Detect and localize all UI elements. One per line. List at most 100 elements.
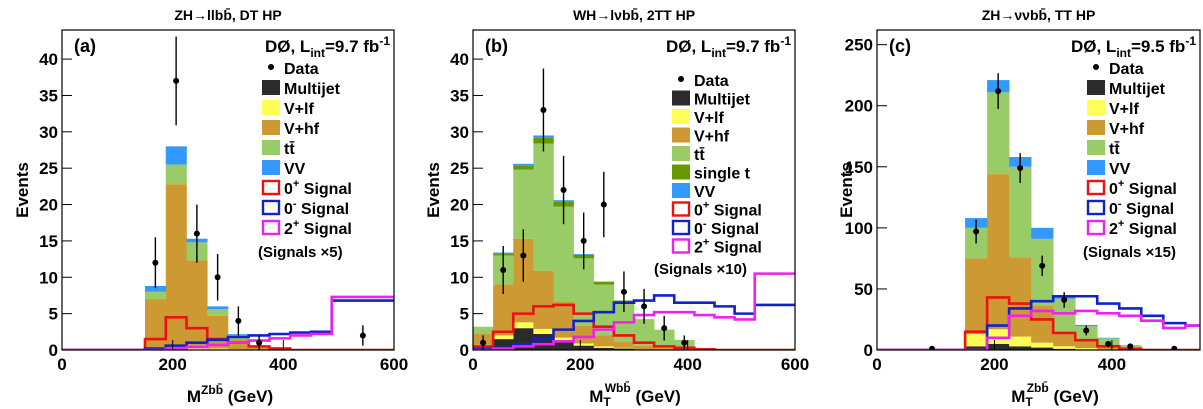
legend-label-sup: + xyxy=(293,218,299,230)
xlabel-sub: T xyxy=(603,395,611,409)
panel-label: (b) xyxy=(485,36,508,56)
y-tick-label: 30 xyxy=(39,123,58,142)
legend-swatch-tt xyxy=(1087,140,1105,155)
legend-marker-data xyxy=(678,76,684,82)
xlabel-main: M xyxy=(589,387,603,406)
legend-swatch-0Signal xyxy=(671,201,691,217)
bar-Vlf-7 xyxy=(1031,342,1054,348)
bar-Multijet-7 xyxy=(1031,347,1054,350)
x-tick-label: 400 xyxy=(1098,355,1126,374)
chart-title: ZH→llbb̄, DT HP xyxy=(174,6,281,23)
legend-signal-scale-note: (Signals ×15) xyxy=(1083,244,1176,261)
data-point-3 xyxy=(560,187,567,193)
bar-Vhf-3 xyxy=(533,270,554,329)
legend-label-main: 0 xyxy=(1109,181,1118,198)
xlabel-unit: (GeV) xyxy=(223,387,273,406)
plot-frame xyxy=(472,29,796,351)
bar-Multijet-3 xyxy=(533,334,554,350)
x-axis-label: MZbb̄ (GeV) xyxy=(187,383,273,406)
y-tick-label: 30 xyxy=(450,123,469,142)
legend-swatch-0Signal xyxy=(1086,199,1106,216)
legend-marker-data xyxy=(1093,64,1099,70)
legend-label: 0- Signal xyxy=(694,218,759,238)
y-tick-label: 250 xyxy=(845,36,873,55)
bar-Vhf-9 xyxy=(654,347,675,350)
lumi-sup: -1 xyxy=(379,34,390,48)
legend-label: VV xyxy=(694,184,716,201)
legend-swatch-Multijet xyxy=(672,90,690,106)
y-tick-label: 5 xyxy=(49,305,58,324)
data-point-5 xyxy=(1061,296,1068,303)
data-point-1 xyxy=(520,252,527,259)
bar-Vhf-6 xyxy=(1009,257,1032,337)
bar-Vhf-7 xyxy=(1031,306,1054,343)
legend-label-main: 2 xyxy=(284,221,293,238)
lumi-text: DØ, L xyxy=(666,37,711,56)
data-point-4 xyxy=(1039,262,1046,269)
bar-Vlf-6 xyxy=(186,347,208,350)
data-point-9 xyxy=(681,339,688,346)
bar-Vhf-4 xyxy=(553,301,574,338)
data-point-6 xyxy=(359,332,366,339)
legend-label: Data xyxy=(694,73,729,90)
lumi-label: DØ, Lint=9.7 fb-1 xyxy=(265,34,390,60)
x-tick-label: 200 xyxy=(158,355,186,374)
x-tick-label: 200 xyxy=(980,355,1008,374)
y-axis-label: Events xyxy=(424,162,443,218)
legend-label-sup: + xyxy=(1118,178,1124,190)
lumi-text: DØ, L xyxy=(1071,37,1116,56)
bar-Vhf-5 xyxy=(165,184,187,348)
legend-label: V+hf xyxy=(694,129,730,146)
legend-swatch-Vhf xyxy=(672,127,690,143)
legend-swatch-0Signal xyxy=(1086,179,1106,196)
legend-label: Multijet xyxy=(284,81,341,98)
legend-label-sup: + xyxy=(703,237,709,249)
legend-label: V+hf xyxy=(1109,121,1145,138)
bar-Vlf-2 xyxy=(513,322,534,329)
legend-label-rest: Signal xyxy=(299,221,351,238)
lumi-sup: -1 xyxy=(1185,34,1196,48)
legend-label: single t xyxy=(694,166,751,183)
bar-tt-5 xyxy=(573,258,595,326)
bar-VV-4 xyxy=(145,286,167,292)
data-point-5 xyxy=(256,339,263,346)
data-point-5 xyxy=(600,201,607,208)
signal-line-2Signal xyxy=(473,272,795,350)
y-tick-label: 15 xyxy=(39,232,58,251)
legend-label: tt̄ xyxy=(284,140,295,158)
legend-swatch-VV xyxy=(672,183,690,198)
legend-swatch-Vlf xyxy=(672,109,690,124)
bar-Vhf-5 xyxy=(573,325,595,344)
xlabel-main: M xyxy=(1011,387,1025,406)
xlabel-sub: T xyxy=(1025,395,1033,409)
bar-Multijet-1 xyxy=(493,339,514,350)
x-tick-label: 600 xyxy=(380,355,408,374)
legend-label: tt̄ xyxy=(694,146,705,164)
legend-label-main: 0 xyxy=(694,221,703,238)
lumi-value: =9.7 fb xyxy=(726,37,780,56)
bar-tt-5 xyxy=(165,164,187,185)
plot-area xyxy=(62,36,394,350)
plot-frame xyxy=(876,29,1201,351)
y-tick-label: 0 xyxy=(49,341,58,360)
legend-swatch-Vhf xyxy=(262,120,280,135)
lumi-sup: -1 xyxy=(780,34,791,48)
legend-label: V+lf xyxy=(694,110,724,127)
bar-Vlf-6 xyxy=(593,346,615,348)
bar-Vlf-4 xyxy=(965,334,988,347)
bar-singlet-6 xyxy=(593,281,615,285)
legend-label: VV xyxy=(1109,161,1131,178)
data-point-8 xyxy=(1127,343,1134,350)
bar-Vhf-4 xyxy=(145,299,167,349)
legend-swatch-Multijet xyxy=(262,80,280,95)
legend-signal-scale-note: (Signals ×10) xyxy=(654,261,747,278)
bar-VV-7 xyxy=(207,306,229,310)
legend-label-main: 2 xyxy=(694,240,703,257)
signal-line-0Signal xyxy=(877,294,1200,350)
legend-signal-scale-note: (Signals ×5) xyxy=(258,244,343,261)
bar-Vlf-1 xyxy=(493,335,514,340)
plot-area xyxy=(473,68,795,350)
